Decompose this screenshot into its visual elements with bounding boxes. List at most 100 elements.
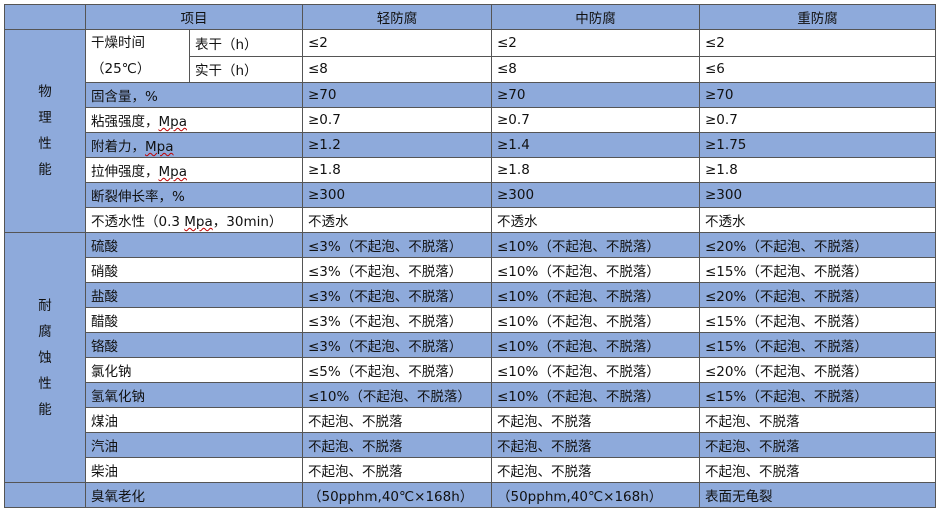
cell-medium: ≥1.8 [491,157,700,183]
cell-medium: ≤8 [491,55,700,83]
row-label: 煤油 [85,407,303,433]
cell-light: ≥70 [302,82,492,108]
row-label: 不透水性（0.3 Mpa，30min） [85,207,303,233]
cell-heavy: 表面无龟裂 [699,482,936,508]
cell-medium: ≤2 [491,29,700,57]
cell-heavy: 不起泡、不脱落 [699,407,936,433]
row-label: 柴油 [85,457,303,483]
cell-light: 不起泡、不脱落 [302,432,492,458]
cell-heavy: ≥0.7 [699,107,936,133]
cell-light: ≤3%（不起泡、不脱落） [302,282,492,308]
cell-medium: ≤10%（不起泡、不脱落） [491,307,700,333]
row-label: 粘强强度，Mpa [85,107,303,133]
cell-heavy: ≤15%（不起泡、不脱落） [699,307,936,333]
table-row: 氢氧化钠 ≤10%（不起泡、不脱落） ≤10%（不起泡、不脱落） ≤15%（不起… [4,382,936,408]
header-light: 轻防腐 [302,4,492,30]
cell-heavy: 不透水 [699,207,936,233]
coating-spec-table: 项目 轻防腐 中防腐 重防腐 物 理 性 能 干燥时间 （25℃） 表干（h） … [4,4,936,508]
cell-heavy: ≤20%（不起泡、不脱落） [699,232,936,258]
cell-heavy: ≤15%（不起泡、不脱落） [699,382,936,408]
cell-light: ≤2 [302,29,492,57]
row-label: 氢氧化钠 [85,382,303,408]
cell-medium: ≥70 [491,82,700,108]
header-project: 项目 [85,4,303,30]
row-label: 硝酸 [85,257,303,283]
cell-medium: ≤10%（不起泡、不脱落） [491,257,700,283]
header-heavy: 重防腐 [699,4,936,30]
cell-medium: 不透水 [491,207,700,233]
row-label: 氯化钠 [85,357,303,383]
table-row: 不透水性（0.3 Mpa，30min） 不透水 不透水 不透水 [4,207,936,233]
cell-medium: 不起泡、不脱落 [491,407,700,433]
header-corner-cell [4,4,86,30]
header-row: 项目 轻防腐 中防腐 重防腐 [4,4,936,30]
table-row: 臭氧老化 （50pphm,40℃×168h） （50pphm,40℃×168h）… [4,482,936,508]
cell-medium: ≥300 [491,182,700,208]
cell-medium: ≥0.7 [491,107,700,133]
table-row: 铬酸 ≤3%（不起泡、不脱落） ≤10%（不起泡、不脱落） ≤15%（不起泡、不… [4,332,936,358]
cell-heavy: ≤15%（不起泡、不脱落） [699,332,936,358]
row-label: 拉伸强度，Mpa [85,157,303,183]
cell-light: ≤3%（不起泡、不脱落） [302,332,492,358]
cell-heavy: ≥70 [699,82,936,108]
cell-light: 不起泡、不脱落 [302,407,492,433]
cell-light: ≥1.8 [302,157,492,183]
cell-medium: ≥1.4 [491,132,700,158]
table-row: 耐 腐 蚀 性 能 硫酸 ≤3%（不起泡、不脱落） ≤10%（不起泡、不脱落） … [4,232,936,483]
cell-heavy: ≤15%（不起泡、不脱落） [699,257,936,283]
cell-medium: ≤10%（不起泡、不脱落） [491,357,700,383]
group-label-physical: 物 理 性 能 [4,29,86,233]
cell-heavy: ≥1.8 [699,157,936,183]
row-label: 附着力，Mpa [85,132,303,158]
cell-light: ≥1.2 [302,132,492,158]
row-label: 臭氧老化 [85,482,303,508]
cell-light: ≥0.7 [302,107,492,133]
table-row: 实干（h） ≤8 ≤8 ≤6 [4,55,936,83]
header-medium: 中防腐 [491,4,700,30]
table-row: 硝酸 ≤3%（不起泡、不脱落） ≤10%（不起泡、不脱落） ≤15%（不起泡、不… [4,257,936,283]
row-sub-label: 表干（h） [189,29,303,57]
cell-light: ≤3%（不起泡、不脱落） [302,257,492,283]
cell-light: 不透水 [302,207,492,233]
cell-heavy: ≤20%（不起泡、不脱落） [699,357,936,383]
cell-light: ≤3%（不起泡、不脱落） [302,307,492,333]
cell-light: （50pphm,40℃×168h） [302,482,492,508]
cell-medium: ≤10%（不起泡、不脱落） [491,282,700,308]
row-label: 铬酸 [85,332,303,358]
cell-medium: ≤10%（不起泡、不脱落） [491,382,700,408]
table-row: 盐酸 ≤3%（不起泡、不脱落） ≤10%（不起泡、不脱落） ≤20%（不起泡、不… [4,282,936,308]
table-row: 煤油 不起泡、不脱落 不起泡、不脱落 不起泡、不脱落 [4,407,936,433]
cell-medium: ≤10%（不起泡、不脱落） [491,332,700,358]
table-row: 断裂伸长率，% ≥300 ≥300 ≥300 [4,182,936,208]
table-row: 粘强强度，Mpa ≥0.7 ≥0.7 ≥0.7 [4,107,936,133]
cell-heavy: 不起泡、不脱落 [699,457,936,483]
cell-heavy: ≤2 [699,29,936,57]
row-label: 醋酸 [85,307,303,333]
cell-medium: 不起泡、不脱落 [491,457,700,483]
cell-heavy: ≤20%（不起泡、不脱落） [699,282,936,308]
row-label: 固含量，% [85,82,303,108]
table-row: 醋酸 ≤3%（不起泡、不脱落） ≤10%（不起泡、不脱落） ≤15%（不起泡、不… [4,307,936,333]
row-label: 断裂伸长率，% [85,182,303,208]
table-row: 汽油 不起泡、不脱落 不起泡、不脱落 不起泡、不脱落 [4,432,936,458]
cell-heavy: ≥300 [699,182,936,208]
table-row: 拉伸强度，Mpa ≥1.8 ≥1.8 ≥1.8 [4,157,936,183]
cell-light: ≤5%（不起泡、不脱落） [302,357,492,383]
table-row: 氯化钠 ≤5%（不起泡、不脱落） ≤10%（不起泡、不脱落） ≤20%（不起泡、… [4,357,936,383]
table-row: 固含量，% ≥70 ≥70 ≥70 [4,82,936,108]
dry-time-label: 干燥时间 （25℃） [85,29,190,83]
table-row: 物 理 性 能 干燥时间 （25℃） 表干（h） ≤2 ≤2 ≤2 [4,29,936,233]
cell-heavy: ≥1.75 [699,132,936,158]
cell-light: ≤3%（不起泡、不脱落） [302,232,492,258]
row-label: 汽油 [85,432,303,458]
row-sub-label: 实干（h） [189,55,303,83]
cell-light: ≤8 [302,55,492,83]
cell-light: ≤10%（不起泡、不脱落） [302,382,492,408]
row-label: 盐酸 [85,282,303,308]
cell-medium: 不起泡、不脱落 [491,432,700,458]
table-row: 附着力，Mpa ≥1.2 ≥1.4 ≥1.75 [4,132,936,158]
table-row: 柴油 不起泡、不脱落 不起泡、不脱落 不起泡、不脱落 [4,457,936,483]
cell-light: ≥300 [302,182,492,208]
cell-heavy: 不起泡、不脱落 [699,432,936,458]
cell-heavy: ≤6 [699,55,936,83]
